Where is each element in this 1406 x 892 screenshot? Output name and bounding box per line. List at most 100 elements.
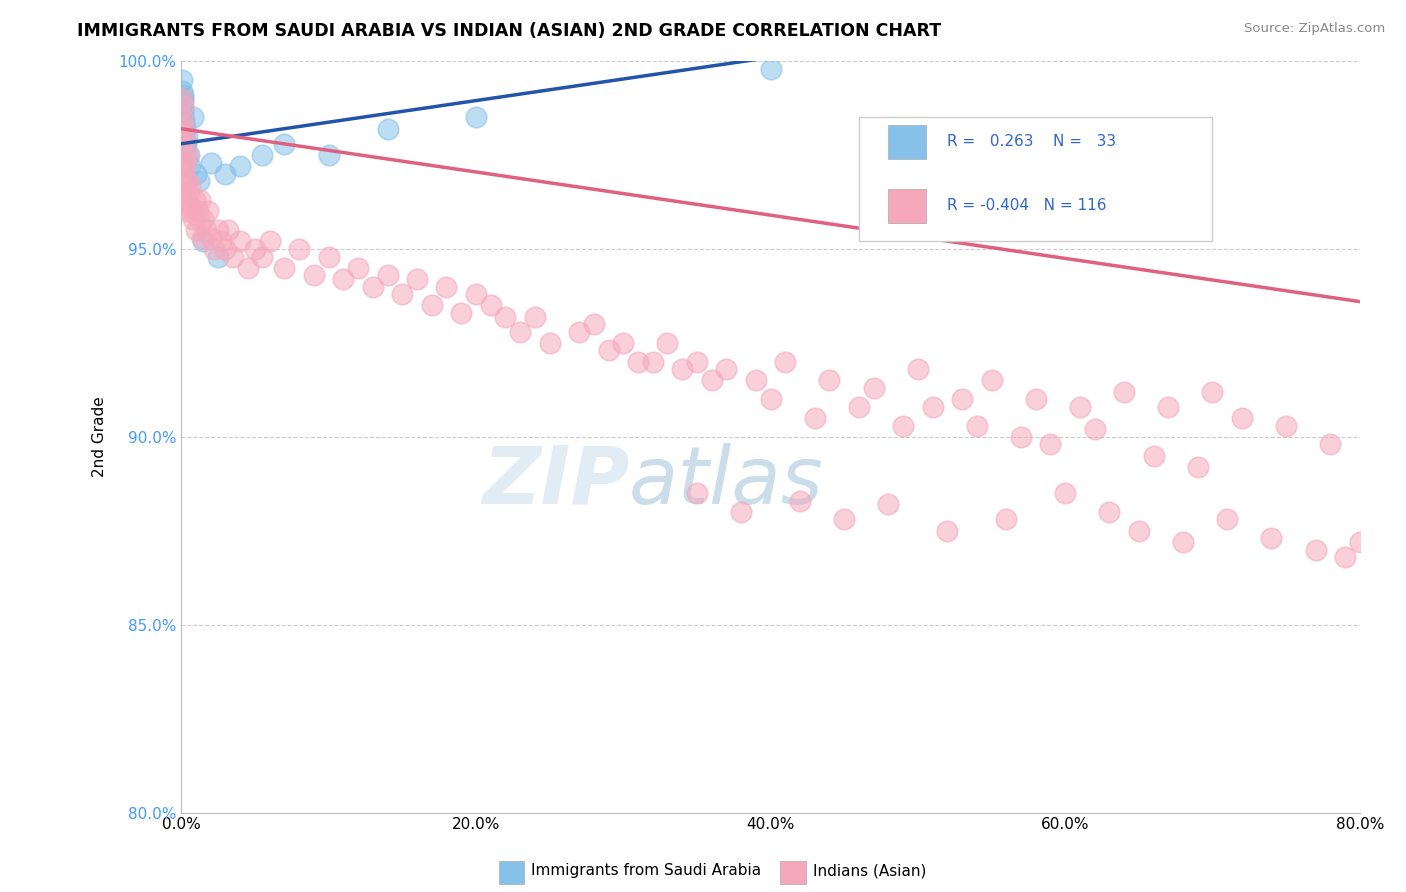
Point bbox=[995, 512, 1018, 526]
Point bbox=[214, 167, 236, 181]
Point bbox=[173, 136, 195, 151]
FancyBboxPatch shape bbox=[859, 118, 1212, 242]
Point bbox=[172, 95, 194, 110]
Point bbox=[173, 129, 195, 144]
Point bbox=[172, 136, 194, 151]
Text: ZIP: ZIP bbox=[482, 443, 628, 521]
Point bbox=[273, 260, 295, 275]
Point bbox=[377, 268, 399, 283]
Point bbox=[229, 235, 252, 249]
Point bbox=[730, 505, 752, 519]
Point bbox=[188, 174, 211, 188]
Point bbox=[848, 400, 870, 414]
Point bbox=[181, 211, 204, 226]
Point bbox=[172, 111, 194, 125]
Point bbox=[176, 129, 198, 144]
Point bbox=[172, 92, 194, 106]
Point bbox=[1084, 422, 1107, 436]
Point bbox=[1187, 459, 1209, 474]
Point bbox=[172, 118, 194, 132]
Point bbox=[950, 392, 973, 407]
Point bbox=[176, 136, 198, 151]
Point bbox=[420, 298, 443, 312]
Point bbox=[202, 242, 225, 256]
Point bbox=[391, 287, 413, 301]
Point bbox=[179, 159, 201, 173]
Point bbox=[1098, 505, 1121, 519]
Point bbox=[612, 335, 634, 350]
Point bbox=[1069, 400, 1091, 414]
Point bbox=[173, 148, 195, 162]
Point bbox=[172, 107, 194, 121]
Point bbox=[243, 242, 266, 256]
Point bbox=[179, 197, 201, 211]
Point bbox=[464, 287, 486, 301]
Point bbox=[222, 250, 245, 264]
Point bbox=[177, 186, 200, 200]
Point bbox=[173, 129, 195, 144]
Point bbox=[347, 260, 370, 275]
Text: atlas: atlas bbox=[628, 443, 824, 521]
Point bbox=[207, 250, 229, 264]
Point bbox=[177, 148, 200, 162]
Point bbox=[1260, 531, 1282, 545]
Point bbox=[207, 223, 229, 237]
Point bbox=[170, 73, 193, 87]
Point bbox=[1025, 392, 1047, 407]
Point bbox=[188, 211, 211, 226]
Point bbox=[862, 381, 884, 395]
Point bbox=[700, 374, 723, 388]
Point bbox=[172, 99, 194, 113]
Point bbox=[568, 325, 591, 339]
Point bbox=[176, 193, 198, 207]
FancyBboxPatch shape bbox=[889, 125, 927, 159]
Point bbox=[177, 148, 200, 162]
Point bbox=[361, 279, 384, 293]
Point bbox=[582, 317, 605, 331]
Point bbox=[229, 159, 252, 173]
Point bbox=[907, 362, 929, 376]
Point bbox=[191, 231, 214, 245]
Point bbox=[214, 242, 236, 256]
Text: R =   0.263    N =   33: R = 0.263 N = 33 bbox=[948, 135, 1116, 150]
Point bbox=[436, 279, 458, 293]
Point bbox=[172, 103, 194, 117]
Point bbox=[173, 167, 195, 181]
Point bbox=[1334, 550, 1357, 565]
Point bbox=[174, 121, 197, 136]
Point bbox=[259, 235, 281, 249]
Point bbox=[173, 114, 195, 128]
Text: Indians (Asian): Indians (Asian) bbox=[813, 863, 927, 878]
Point bbox=[184, 167, 207, 181]
Point bbox=[181, 111, 204, 125]
Point bbox=[627, 354, 650, 368]
FancyBboxPatch shape bbox=[889, 189, 927, 223]
Point bbox=[759, 62, 782, 76]
Point bbox=[209, 235, 232, 249]
Point bbox=[180, 204, 202, 219]
Text: Source: ZipAtlas.com: Source: ZipAtlas.com bbox=[1244, 22, 1385, 36]
Point bbox=[1112, 384, 1135, 399]
Point bbox=[176, 204, 198, 219]
Point bbox=[686, 354, 709, 368]
Point bbox=[479, 298, 502, 312]
Point bbox=[174, 174, 197, 188]
Point bbox=[183, 193, 205, 207]
Point bbox=[172, 99, 194, 113]
Point bbox=[464, 111, 486, 125]
Point bbox=[832, 512, 855, 526]
Point bbox=[1142, 449, 1164, 463]
Point bbox=[671, 362, 693, 376]
Point bbox=[406, 272, 429, 286]
Point bbox=[195, 223, 218, 237]
Point bbox=[450, 306, 472, 320]
Text: IMMIGRANTS FROM SAUDI ARABIA VS INDIAN (ASIAN) 2ND GRADE CORRELATION CHART: IMMIGRANTS FROM SAUDI ARABIA VS INDIAN (… bbox=[77, 22, 942, 40]
Point bbox=[173, 174, 195, 188]
Point bbox=[818, 374, 841, 388]
Point bbox=[509, 325, 531, 339]
Point bbox=[318, 250, 340, 264]
Point bbox=[174, 186, 197, 200]
Point bbox=[1171, 535, 1194, 549]
Point bbox=[172, 129, 194, 144]
Point bbox=[1054, 486, 1077, 500]
